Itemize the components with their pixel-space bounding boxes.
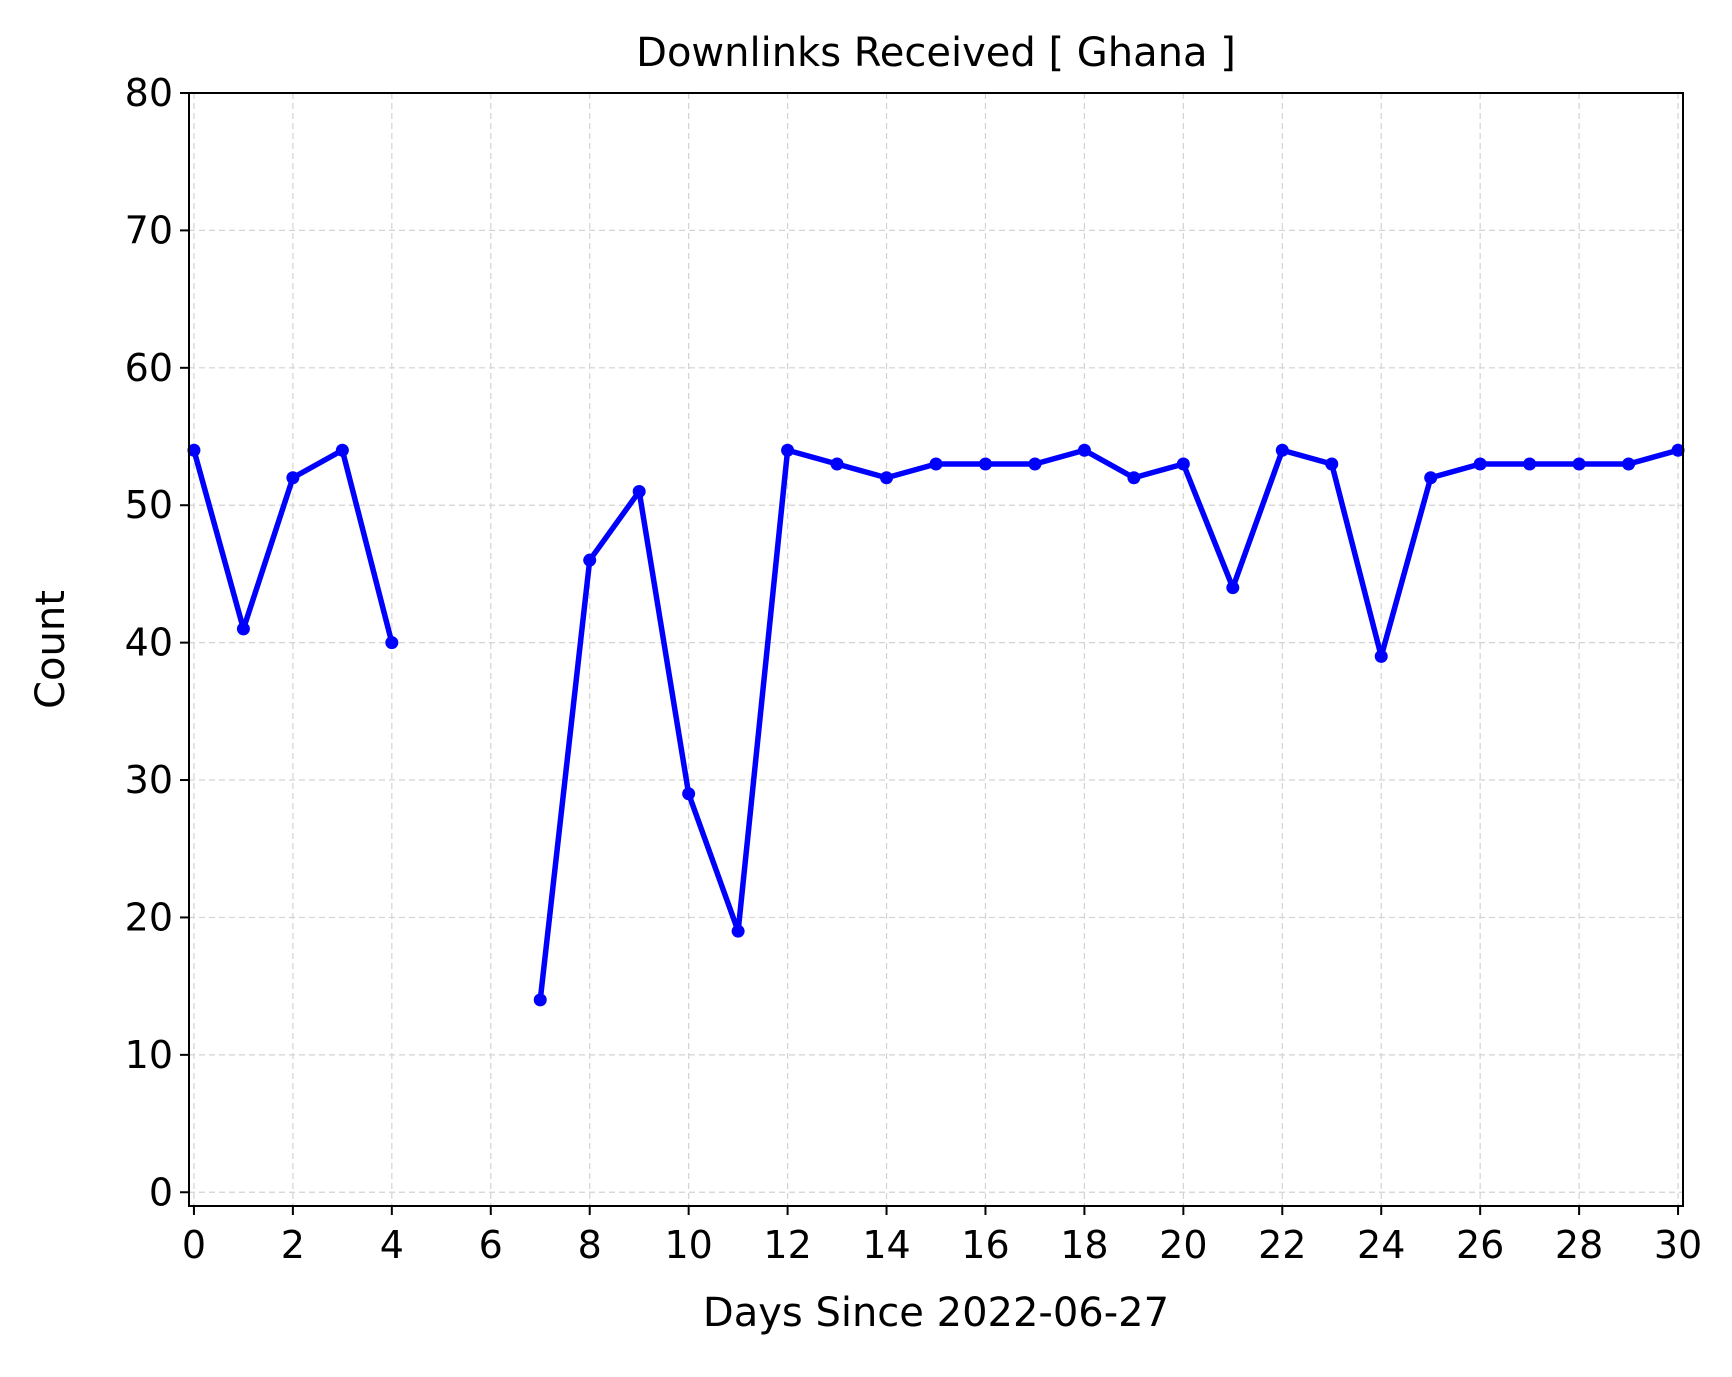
series-layer bbox=[187, 443, 1685, 1007]
data-point bbox=[1077, 443, 1091, 457]
data-point bbox=[533, 993, 547, 1007]
y-tick-label: 60 bbox=[125, 346, 173, 390]
x-tick-label: 22 bbox=[1258, 1223, 1306, 1267]
data-point bbox=[1226, 581, 1240, 595]
x-tick-label: 20 bbox=[1159, 1223, 1207, 1267]
data-point bbox=[1374, 649, 1388, 663]
y-tick-label: 40 bbox=[125, 621, 173, 665]
data-point bbox=[1473, 457, 1487, 471]
x-tick-label: 30 bbox=[1654, 1223, 1702, 1267]
tick-layer: 0 2 4 6 8 10 12 14 16 18 20 22 24 26 28 300102030405060… bbox=[125, 71, 1703, 1267]
x-tick-label: 8 bbox=[578, 1223, 602, 1267]
data-point bbox=[1424, 471, 1438, 485]
data-point bbox=[929, 457, 943, 471]
y-tick-label: 20 bbox=[125, 895, 173, 939]
data-point bbox=[632, 484, 646, 498]
x-tick-label: 0 bbox=[182, 1223, 206, 1267]
data-point bbox=[830, 457, 844, 471]
x-tick-label: 16 bbox=[961, 1223, 1009, 1267]
data-point bbox=[1275, 443, 1289, 457]
y-tick-label: 50 bbox=[125, 483, 173, 527]
chart-title: Downlinks Received [ Ghana ] bbox=[636, 30, 1236, 76]
y-tick-label: 80 bbox=[125, 71, 173, 115]
y-tick-label: 10 bbox=[125, 1033, 173, 1077]
data-point bbox=[1028, 457, 1042, 471]
x-tick-label: 6 bbox=[479, 1223, 503, 1267]
data-point bbox=[1176, 457, 1190, 471]
data-point bbox=[978, 457, 992, 471]
x-tick-label: 18 bbox=[1060, 1223, 1108, 1267]
y-tick-label: 70 bbox=[125, 208, 173, 252]
x-tick-label: 14 bbox=[862, 1223, 910, 1267]
data-point bbox=[385, 636, 399, 650]
data-point bbox=[335, 443, 349, 457]
x-tick-label: 4 bbox=[380, 1223, 404, 1267]
x-tick-label: 12 bbox=[763, 1223, 811, 1267]
data-point bbox=[1325, 457, 1339, 471]
data-point bbox=[731, 924, 745, 938]
x-tick-label: 28 bbox=[1555, 1223, 1603, 1267]
y-axis-label: Count bbox=[28, 590, 74, 709]
data-point bbox=[880, 471, 894, 485]
x-tick-label: 10 bbox=[664, 1223, 712, 1267]
data-point bbox=[781, 443, 795, 457]
plot-frame bbox=[188, 92, 1684, 1207]
data-point bbox=[583, 553, 597, 567]
grid-layer bbox=[189, 92, 1683, 1206]
data-point bbox=[1127, 471, 1141, 485]
data-point bbox=[236, 622, 250, 636]
data-point bbox=[1523, 457, 1537, 471]
data-point bbox=[1622, 457, 1636, 471]
data-point bbox=[1572, 457, 1586, 471]
x-tick-label: 2 bbox=[281, 1223, 305, 1267]
data-point bbox=[1671, 443, 1685, 457]
x-axis-label: Days Since 2022-06-27 bbox=[703, 1290, 1169, 1336]
x-tick-label: 24 bbox=[1357, 1223, 1405, 1267]
data-point bbox=[286, 471, 300, 485]
y-tick-label: 0 bbox=[149, 1170, 173, 1214]
x-tick-label: 26 bbox=[1456, 1223, 1504, 1267]
data-point bbox=[187, 443, 201, 457]
y-tick-label: 30 bbox=[125, 758, 173, 802]
series-line bbox=[537, 447, 1681, 1003]
data-point bbox=[682, 787, 696, 801]
